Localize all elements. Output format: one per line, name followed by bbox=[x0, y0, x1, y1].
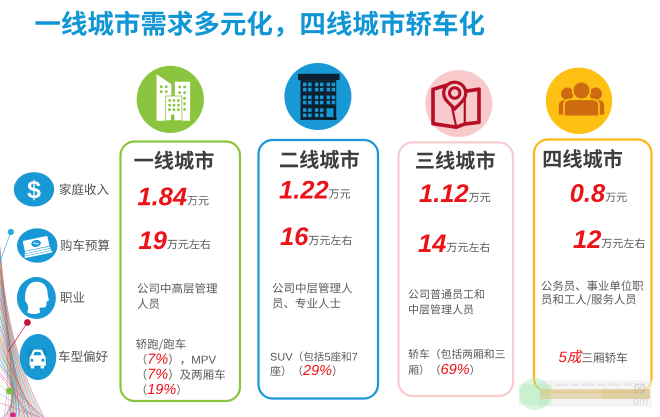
svg-text:om: om bbox=[633, 396, 648, 408]
